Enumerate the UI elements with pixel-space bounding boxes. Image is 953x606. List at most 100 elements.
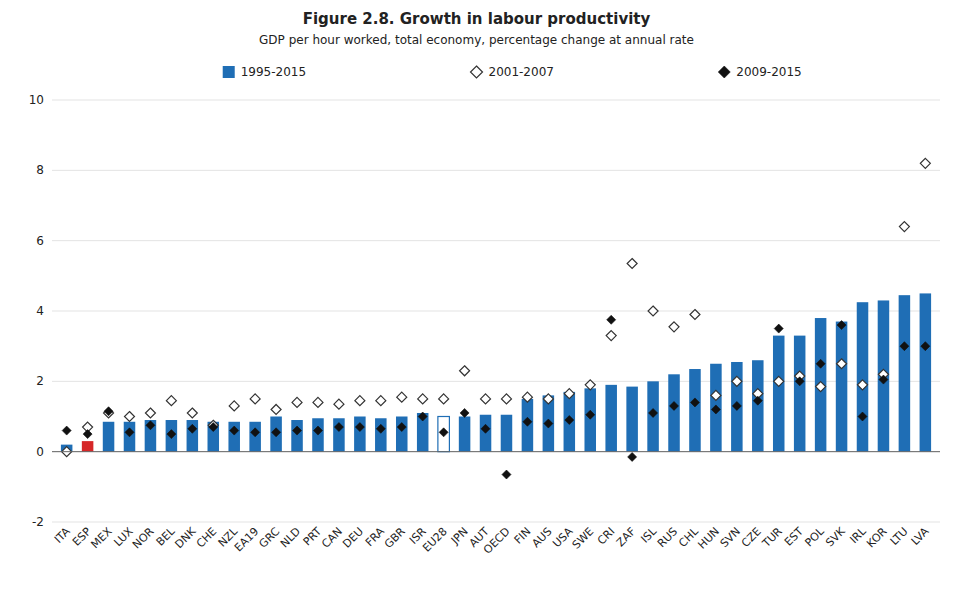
legend: 1995-2015 2001-2007 2009-2015 bbox=[223, 65, 802, 79]
x-tick-label: JPN bbox=[448, 525, 471, 548]
diamond-marker bbox=[607, 315, 616, 324]
bar bbox=[480, 415, 492, 452]
bar bbox=[249, 422, 261, 452]
diamond-marker bbox=[355, 396, 365, 406]
title: Figure 2.8. Growth in labour productivit… bbox=[303, 10, 651, 28]
x-tick-label: CRI bbox=[595, 525, 617, 547]
bar bbox=[166, 420, 178, 452]
y-axis: -20246810 bbox=[29, 93, 940, 529]
diamond-marker bbox=[145, 408, 155, 418]
diamond-marker bbox=[187, 408, 197, 418]
x-tick-label: RUS bbox=[655, 525, 680, 550]
bar bbox=[689, 369, 701, 452]
bar bbox=[857, 302, 869, 451]
x-tick-label: OECD bbox=[481, 525, 513, 557]
diamond-marker bbox=[732, 376, 742, 386]
diamond-marker bbox=[816, 382, 826, 392]
diamond-marker bbox=[628, 452, 637, 461]
x-tick-label: EU28 bbox=[420, 525, 450, 555]
diamond-marker bbox=[418, 394, 428, 404]
x-tick-label: MEX bbox=[89, 525, 115, 551]
x-tick-label: DEU bbox=[340, 525, 366, 551]
bar bbox=[270, 417, 282, 452]
diamond-marker bbox=[251, 428, 260, 437]
bar bbox=[878, 300, 890, 451]
diamond-marker bbox=[711, 390, 721, 400]
y-tick-label: -2 bbox=[32, 515, 44, 529]
legend-label: 1995-2015 bbox=[241, 65, 306, 79]
legend-label: 2009-2015 bbox=[736, 65, 801, 79]
zero-line bbox=[52, 451, 940, 452]
diamond-marker bbox=[649, 408, 658, 417]
x-tick-label: AUS bbox=[529, 525, 554, 550]
bar bbox=[145, 420, 157, 452]
diamond-marker bbox=[460, 408, 469, 417]
bar bbox=[312, 418, 324, 451]
diamond-marker bbox=[209, 423, 218, 432]
x-tick-label: GRC bbox=[257, 525, 283, 551]
diamond-marker bbox=[376, 424, 385, 433]
bar bbox=[752, 360, 764, 451]
diamond-marker bbox=[670, 401, 679, 410]
diamond-marker bbox=[167, 430, 176, 439]
diamond-marker bbox=[774, 376, 784, 386]
diamond-marker bbox=[397, 392, 407, 402]
diamond-marker bbox=[795, 377, 804, 386]
diamond-marker bbox=[334, 399, 344, 409]
bar bbox=[417, 413, 429, 452]
diamond-marker bbox=[586, 410, 595, 419]
bar bbox=[584, 388, 596, 451]
x-axis: ITAESPMEXLUXNORBELDNKCHENZLEA19GRCNLDPRT… bbox=[52, 524, 932, 556]
diamond-marker bbox=[711, 405, 720, 414]
grid-line bbox=[52, 381, 940, 382]
x-tick-label: LTU bbox=[888, 525, 911, 548]
diamond-marker bbox=[690, 398, 699, 407]
x-tick-label: ZAF bbox=[614, 525, 638, 549]
bar bbox=[124, 422, 136, 452]
legend-swatch bbox=[718, 66, 730, 78]
diamond-marker bbox=[481, 424, 490, 433]
bar bbox=[920, 293, 932, 451]
diamond-marker bbox=[439, 394, 449, 404]
bar bbox=[815, 318, 827, 452]
bar bbox=[773, 336, 785, 452]
y-tick-label: 2 bbox=[36, 374, 44, 388]
diamond-marker bbox=[879, 375, 888, 384]
bar bbox=[208, 422, 220, 452]
diamond-marker bbox=[501, 394, 511, 404]
diamond-marker bbox=[146, 421, 155, 430]
bar bbox=[375, 418, 387, 451]
diamond-marker bbox=[188, 424, 197, 433]
bar bbox=[333, 418, 345, 451]
bar bbox=[354, 417, 366, 452]
legend-label: 2001-2007 bbox=[489, 65, 554, 79]
diamond-marker bbox=[858, 380, 868, 390]
bar bbox=[836, 322, 848, 452]
x-tick-label: EA19 bbox=[232, 525, 261, 554]
x-tick-label: PRT bbox=[301, 525, 325, 549]
y-tick-label: 4 bbox=[36, 304, 44, 318]
grid-line bbox=[52, 240, 940, 241]
diamond-marker bbox=[502, 470, 511, 479]
diamond-marker bbox=[83, 430, 92, 439]
bar bbox=[731, 362, 743, 452]
x-tick-label: FRA bbox=[363, 525, 387, 549]
bar bbox=[647, 381, 659, 451]
diamond-marker bbox=[250, 394, 260, 404]
diamond-marker bbox=[313, 397, 323, 407]
diamond-marker bbox=[544, 419, 553, 428]
diamond-marker bbox=[900, 342, 909, 351]
bar bbox=[605, 385, 617, 452]
bar bbox=[668, 374, 680, 451]
x-tick-label: LVA bbox=[909, 525, 932, 548]
diamond-marker bbox=[62, 426, 71, 435]
legend-swatch bbox=[223, 66, 235, 78]
diamond-marker bbox=[606, 331, 616, 341]
x-tick-label: NLD bbox=[278, 525, 303, 550]
diamond-marker bbox=[125, 428, 134, 437]
diamond-marker bbox=[816, 359, 825, 368]
diamond-marker bbox=[648, 306, 658, 316]
x-tick-label: HUN bbox=[695, 525, 722, 552]
diamond-marker bbox=[104, 407, 113, 416]
diamond-marker bbox=[293, 426, 302, 435]
